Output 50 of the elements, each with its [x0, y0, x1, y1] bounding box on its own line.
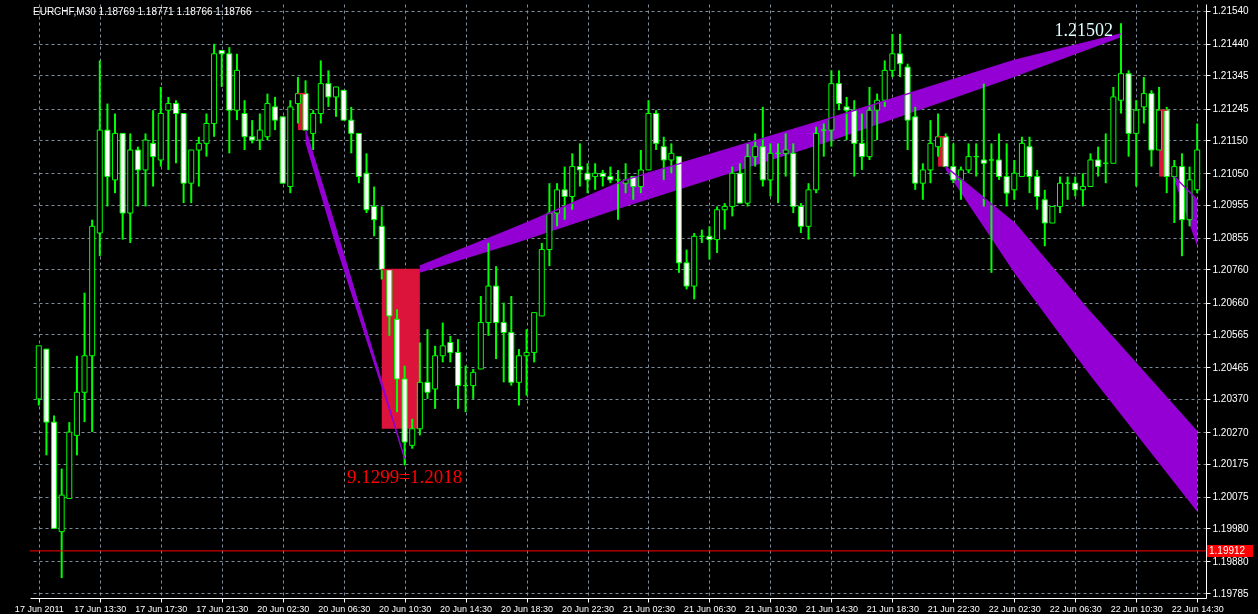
candlestick: [980, 82, 987, 208]
x-tick-label: 21 Jun 14:30: [805, 603, 858, 614]
y-tick-label: 1.19785: [1212, 587, 1250, 599]
annotation: 9.1299=1.2018: [347, 465, 463, 487]
x-tick-label: 22 Jun 14:30: [1171, 603, 1224, 614]
y-tick-label: 1.20855: [1212, 232, 1250, 244]
candlestick: [454, 338, 461, 410]
y-tick-label: 1.21345: [1212, 69, 1250, 81]
x-tick-label: 21 Jun 22:30: [927, 603, 980, 614]
y-tick-label: 1.20465: [1212, 361, 1250, 373]
x-tick-label: 21 Jun 06:30: [683, 603, 736, 614]
candlestick: [233, 52, 240, 122]
x-tick-label: 21 Jun 02:30: [622, 603, 676, 614]
y-tick-label: 1.20760: [1212, 263, 1250, 275]
y-tick-label: 1.20175: [1212, 458, 1250, 470]
candlestick: [157, 85, 164, 168]
candlestick: [1072, 175, 1079, 198]
x-tick-label: 22 Jun 10:30: [1110, 603, 1163, 614]
x-tick-label: 20 Jun 22:30: [561, 603, 615, 614]
y-tick-label: 1.21540: [1212, 5, 1250, 17]
y-tick-label: 1.21440: [1212, 38, 1250, 50]
x-tick-label: 17 Jun 13:30: [74, 603, 127, 614]
chart-title: EURCHF,M30 1.18769 1.18771 1.18766 1.18766: [33, 6, 252, 17]
x-tick-label: 22 Jun 06:30: [1049, 603, 1102, 614]
y-tick-label: 1.20660: [1212, 297, 1250, 309]
x-tick-label: 17 Jun 17:30: [135, 603, 188, 614]
y-tick-label: 1.19980: [1212, 522, 1250, 534]
x-tick-label: 21 Jun 10:30: [744, 603, 797, 614]
ref-line-label: 1.19912: [1209, 544, 1246, 556]
annotation: 1.21502: [1054, 20, 1113, 41]
x-tick-label: 20 Jun 18:30: [501, 603, 554, 614]
y-tick-label: 1.20270: [1212, 426, 1250, 438]
x-tick-label: 17 Jun 21:30: [196, 603, 249, 614]
candlestick: [378, 205, 385, 281]
x-tick-label: 21 Jun 18:30: [866, 603, 919, 614]
y-tick-label: 1.21050: [1212, 167, 1250, 179]
candlestick: [576, 142, 583, 188]
y-tick-label: 1.21245: [1212, 103, 1250, 115]
x-tick-label: 22 Jun 02:30: [988, 603, 1041, 614]
y-tick-label: 1.20370: [1212, 393, 1250, 405]
x-tick-label: 20 Jun 10:30: [379, 603, 432, 614]
x-tick-label: 17 Jun 2011: [14, 603, 64, 614]
x-tick-label: 20 Jun 02:30: [257, 603, 310, 614]
y-tick-label: 1.19880: [1212, 556, 1250, 567]
y-tick-label: 1.20565: [1212, 328, 1250, 340]
y-tick-label: 1.20955: [1212, 199, 1250, 211]
y-tick-label: 1.21150: [1212, 134, 1249, 146]
x-tick-label: 20 Jun 14:30: [440, 603, 493, 614]
x-tick-label: 20 Jun 06:30: [318, 603, 371, 614]
y-tick-label: 1.20075: [1212, 491, 1250, 503]
